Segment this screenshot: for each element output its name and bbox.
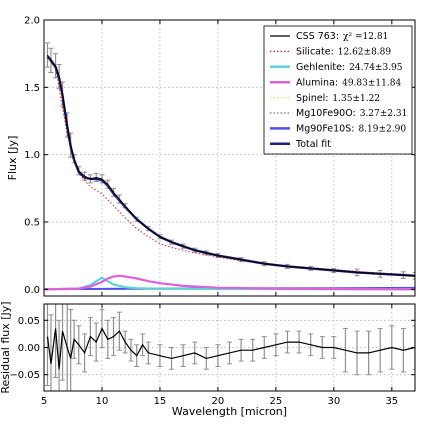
legend-series-name: Alumina: xyxy=(296,77,338,88)
legend-series-name: Spinel: xyxy=(296,93,328,104)
legend-label-4: Spinel: 1.35±1.22 xyxy=(296,93,380,104)
res-ytick-label: 0.00 xyxy=(18,343,40,354)
legend-series-stat: 3.27±2.31 xyxy=(360,109,408,119)
res-xtick-label: 25 xyxy=(270,396,283,407)
residual-plot-area xyxy=(44,304,415,391)
res-xtick-label: 15 xyxy=(154,396,167,407)
legend-label-7: Total fit xyxy=(295,139,331,150)
legend-series-stat: 1.35±1.22 xyxy=(332,94,380,104)
legend-series-name: Gehlenite: xyxy=(296,62,345,73)
legend-series-stat: 8.19±2.90 xyxy=(358,125,406,135)
res-xtick-label: 30 xyxy=(327,396,340,407)
legend-series-stat: 12.62±8.89 xyxy=(338,48,392,58)
main-ylabel: Flux [Jy] xyxy=(6,136,19,181)
xlabel: Wavelength [micron] xyxy=(172,405,287,418)
residual-line xyxy=(46,327,415,370)
legend-series-stat: 24.74±3.95 xyxy=(349,63,403,73)
main-ytick-label: 1.0 xyxy=(24,150,40,161)
gehlenite-curve xyxy=(44,276,415,291)
legend-series-name: Mg10Fe90O: xyxy=(296,108,356,119)
res-xtick-label: 10 xyxy=(96,396,109,407)
res-xtick-label: 5 xyxy=(41,396,47,407)
legend-series-stat: χ² =12.81 xyxy=(343,32,388,42)
res-xtick-label: 35 xyxy=(385,396,398,407)
main-ytick-label: 1.5 xyxy=(24,83,40,94)
residual-ylabel: Residual flux [Jy] xyxy=(0,301,12,393)
legend-label-6: Mg90Fe10S: 8.19±2.90 xyxy=(296,124,406,135)
legend-series-name: Total fit xyxy=(295,139,331,150)
main-frame xyxy=(43,19,416,297)
legend-label-3: Alumina: 49.83±11.84 xyxy=(296,77,401,88)
main-ytick-label: 0.0 xyxy=(24,285,40,296)
main-ytick-label: 2.0 xyxy=(24,16,40,27)
legend-series-name: Mg90Fe10S: xyxy=(296,124,354,135)
legend-series-name: Silicate: xyxy=(296,47,334,58)
legend-series-stat: 49.83±11.84 xyxy=(342,78,401,88)
alumina-curve xyxy=(44,274,415,291)
res-xtick-label: 20 xyxy=(212,396,225,407)
res-ytick-label: 0.05 xyxy=(18,316,40,327)
observed-spectrum-line xyxy=(47,54,415,277)
main-ytick-label: 0.5 xyxy=(24,217,40,228)
legend-box xyxy=(263,25,413,155)
legend-label-1: Silicate: 12.62±8.89 xyxy=(296,47,391,58)
main-plot-area xyxy=(44,42,415,291)
res-ytick-label: −0.05 xyxy=(9,370,40,381)
legend-label-0: CSS 763: χ² =12.81 xyxy=(296,31,388,42)
legend: CSS 763: χ² =12.81 Silicate: 12.62±8.89 Gehl… xyxy=(263,25,413,155)
legend-label-2: Gehlenite: 24.74±3.95 xyxy=(296,62,403,73)
legend-series-name: CSS 763: xyxy=(296,31,339,42)
legend-label-5: Mg10Fe90O: 3.27±2.31 xyxy=(296,108,407,119)
